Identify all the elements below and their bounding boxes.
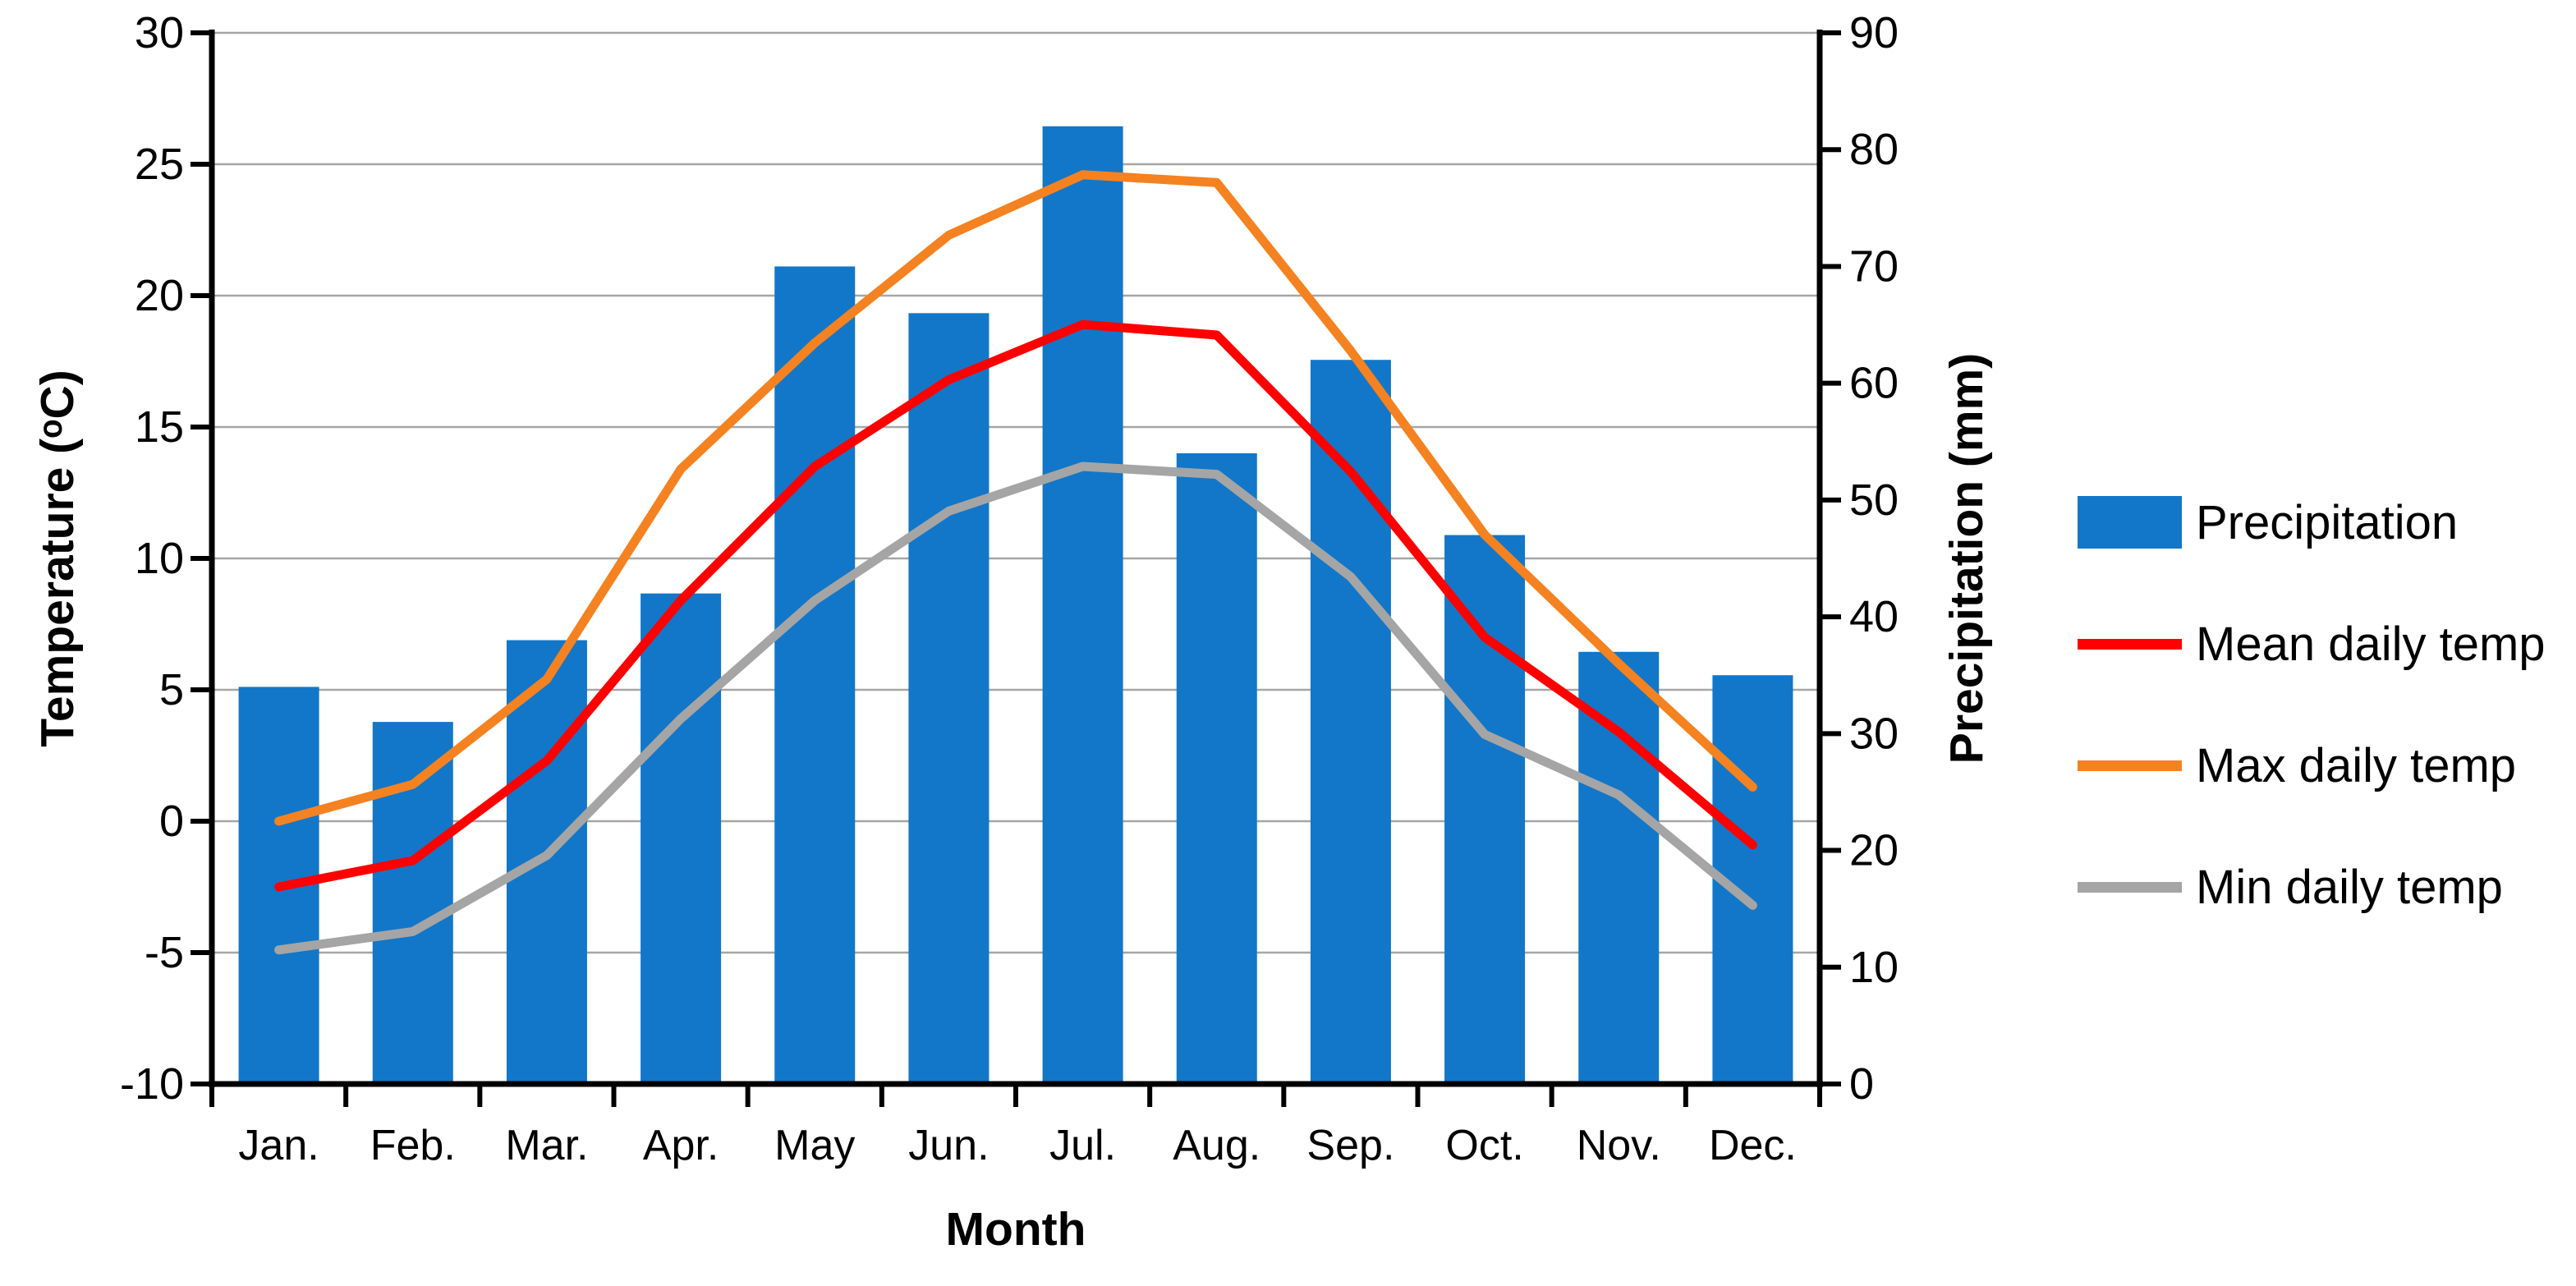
y-left-tick-label: 15 <box>135 402 184 452</box>
left-axis-title: Temperature (ᵒC) <box>31 370 84 747</box>
y-left-tick-label: 5 <box>159 665 184 714</box>
y-left-tick-label: 10 <box>135 534 184 583</box>
x-tick-label: Jan. <box>238 1122 319 1169</box>
y-right-tick-label: 60 <box>1849 359 1899 408</box>
legend-item-min-daily-temp: Min daily temp <box>2078 846 2546 928</box>
mean-temp-line-swatch-icon <box>2078 638 2182 650</box>
y-right-tick-label: 10 <box>1849 943 1899 992</box>
x-tick-label: Feb. <box>370 1122 456 1169</box>
y-right-tick-label: 0 <box>1849 1059 1874 1109</box>
y-right-tick-label: 70 <box>1849 241 1899 291</box>
bar-nov <box>1578 651 1660 1084</box>
bar-feb <box>372 722 453 1084</box>
legend-label: Min daily temp <box>2196 860 2503 914</box>
y-right-tick-label: 90 <box>1849 8 1899 57</box>
legend-label: Max daily temp <box>2196 738 2517 792</box>
y-left-tick-label: 30 <box>135 8 184 57</box>
precipitation-swatch-icon <box>2078 496 2182 549</box>
y-left-tick-label: -10 <box>120 1059 184 1109</box>
max-temp-line-swatch-icon <box>2078 760 2182 771</box>
bar-sep <box>1310 360 1391 1084</box>
x-tick-label: Jun. <box>908 1122 989 1169</box>
bar-apr <box>641 593 722 1084</box>
legend-item-max-daily-temp: Max daily temp <box>2078 724 2546 806</box>
legend-label: Precipitation <box>2196 495 2459 549</box>
y-left-tick-label: -5 <box>145 928 184 977</box>
bar-mar <box>506 640 587 1084</box>
x-tick-label: Dec. <box>1709 1122 1797 1169</box>
right-axis-title: Precipitation (mm) <box>1940 352 1993 765</box>
y-left-tick-label: 0 <box>159 797 184 846</box>
x-tick-label: Nov. <box>1577 1122 1661 1169</box>
x-tick-label: Oct. <box>1445 1122 1523 1169</box>
x-tick-label: May <box>774 1122 855 1169</box>
y-right-tick-label: 30 <box>1849 709 1899 758</box>
legend-label: Mean daily temp <box>2196 617 2546 671</box>
x-tick-label: Mar. <box>505 1122 588 1169</box>
x-tick-label: Apr. <box>643 1122 719 1169</box>
bar-jul <box>1042 126 1123 1084</box>
y-right-tick-label: 50 <box>1849 475 1899 525</box>
bar-oct <box>1444 535 1526 1084</box>
x-tick-label: Jul. <box>1049 1122 1116 1169</box>
legend-item-mean-daily-temp: Mean daily temp <box>2078 603 2546 685</box>
y-right-tick-label: 20 <box>1849 826 1899 875</box>
min-temp-line-swatch-icon <box>2078 881 2182 893</box>
legend-item-precipitation: Precipitation <box>2078 481 2546 563</box>
mean-daily-temp-line <box>274 319 1757 892</box>
y-right-tick-label: 80 <box>1849 125 1899 174</box>
x-tick-label: Sep. <box>1306 1122 1394 1169</box>
bar-may <box>774 266 856 1084</box>
max-daily-temp-line <box>274 170 1757 826</box>
x-axis-title: Month <box>945 1203 1086 1256</box>
bar-aug <box>1176 453 1257 1084</box>
legend: Precipitation Mean daily temp Max daily … <box>2078 481 2546 928</box>
x-tick-label: Aug. <box>1173 1122 1260 1169</box>
min-daily-temp-line <box>274 462 1757 955</box>
y-left-tick-label: 20 <box>135 271 184 320</box>
y-left-tick-label: 25 <box>135 140 184 189</box>
bar-jun <box>908 313 990 1084</box>
y-right-tick-label: 40 <box>1849 592 1899 641</box>
